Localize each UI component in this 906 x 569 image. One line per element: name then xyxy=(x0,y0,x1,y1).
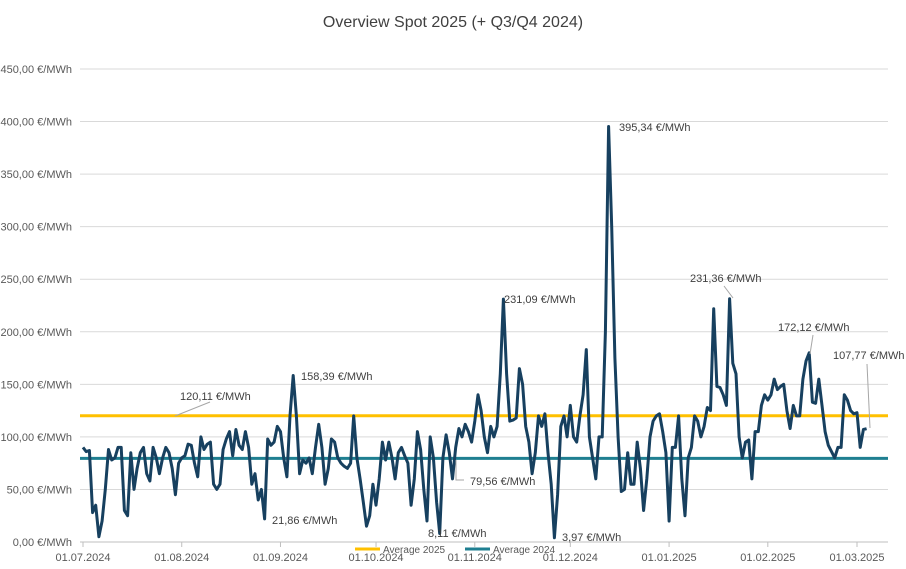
annotation-max-feb: 172,12 €/MWh xyxy=(778,322,850,334)
y-tick-label: 350,00 €/MWh xyxy=(0,169,72,181)
legend-label-average-2024: Average 2024 xyxy=(493,545,556,556)
spot-price-line xyxy=(81,125,867,540)
x-axis-ticks: 01.07.2024 01.08.2024 01.09.2024 01.10.2024… xyxy=(55,542,885,564)
leader-avg2025 xyxy=(174,401,211,417)
y-tick-label: 150,00 €/MWh xyxy=(0,379,72,391)
annotation-last: 107,77 €/MWh xyxy=(833,350,905,362)
y-tick-label: 50,00 €/MWh xyxy=(7,484,72,496)
y-tick-label: 450,00 €/MWh xyxy=(0,64,72,76)
x-tick-label: 01.03.2025 xyxy=(829,552,884,564)
annotation-avg2024: 79,56 €/MWh xyxy=(470,476,535,488)
y-tick-label: 250,00 €/MWh xyxy=(0,274,72,286)
x-tick-label: 01.11.2024 xyxy=(448,552,502,564)
y-axis-ticks: 0,00 €/MWh 50,00 €/MWh 100,00 €/MWh 150,00 … xyxy=(0,64,72,549)
x-tick-label: 01.07.2024 xyxy=(55,552,110,564)
legend: Average 2025 Average 2024 xyxy=(355,545,556,556)
annotation-max-sep: 158,39 €/MWh xyxy=(301,371,373,383)
x-tick-label: 01.01.2025 xyxy=(642,552,697,564)
y-tick-label: 100,00 €/MWh xyxy=(0,432,72,444)
annotation-min-oct: 8,11 €/MWh xyxy=(428,528,487,540)
y-tick-label: 300,00 €/MWh xyxy=(0,222,72,234)
gridlines xyxy=(80,68,888,543)
annotation-min-aug: 21,86 €/MWh xyxy=(272,515,337,527)
x-tick-label: 01.02.2025 xyxy=(740,552,795,564)
annotation-avg2025: 120,11 €/MWh xyxy=(180,391,251,403)
y-tick-label: 0,00 €/MWh xyxy=(13,537,72,549)
legend-label-average-2025: Average 2025 xyxy=(383,545,446,556)
x-tick-label: 01.12.2024 xyxy=(543,552,598,564)
y-tick-label: 400,00 €/MWh xyxy=(0,117,72,129)
chart-title: Overview Spot 2025 (+ Q3/Q4 2024) xyxy=(323,14,583,31)
leader-avg2024 xyxy=(455,460,464,481)
x-tick-label: 01.08.2024 xyxy=(154,552,209,564)
leader-lines xyxy=(174,285,871,481)
leader-last xyxy=(866,363,871,429)
leader-max-feb xyxy=(809,334,814,355)
x-tick-label: 01.10.2024 xyxy=(349,552,404,564)
annotation-min-nov: 3,97 €/MWh xyxy=(562,532,621,544)
annotation-max-jan: 231,36 €/MWh xyxy=(690,273,762,285)
y-tick-label: 200,00 €/MWh xyxy=(0,327,72,339)
annotation-max-nov: 231,09 €/MWh xyxy=(504,294,576,306)
x-tick-label: 01.09.2024 xyxy=(253,552,308,564)
leader-max-jan xyxy=(723,285,734,299)
annotation-max-dec: 395,34 €/MWh xyxy=(619,122,691,134)
